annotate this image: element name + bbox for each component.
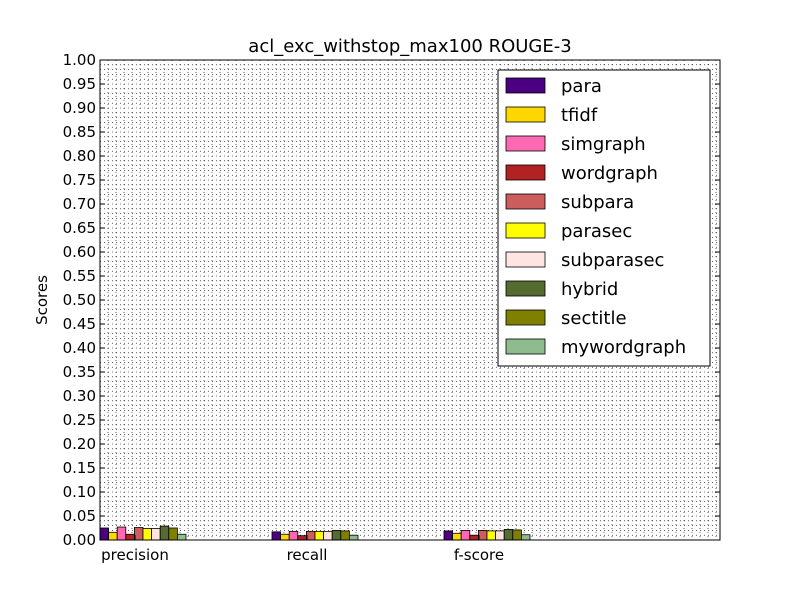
y-axis-label: Scores bbox=[33, 275, 51, 325]
legend-swatch-wordgraph bbox=[505, 164, 546, 181]
y-tick-label: 0.70 bbox=[63, 195, 96, 213]
legend-swatch-subpara bbox=[505, 193, 546, 210]
bar-simgraph-f-score bbox=[460, 530, 471, 541]
y-tick-label: 0.40 bbox=[63, 339, 96, 357]
legend-label-sectitle: sectitle bbox=[561, 308, 627, 329]
y-tick-label: 0.20 bbox=[63, 435, 96, 453]
y-tick-label: 0.75 bbox=[63, 171, 96, 189]
bar-subpara-precision bbox=[133, 527, 144, 541]
bar-mywordgraph-precision bbox=[176, 533, 187, 541]
bar-para-recall bbox=[271, 531, 282, 541]
bar-wordgraph-recall bbox=[297, 535, 307, 541]
x-tick-label-recall: recall bbox=[287, 546, 328, 564]
legend-swatch-subparasec bbox=[505, 251, 546, 268]
legend-swatch-tfidf bbox=[505, 106, 546, 123]
legend-label-subparasec: subparasec bbox=[561, 250, 664, 271]
bar-subparasec-f-score bbox=[495, 530, 505, 541]
legend-label-simgraph: simgraph bbox=[561, 134, 646, 155]
bar-wordgraph-f-score bbox=[469, 534, 479, 541]
bar-simgraph-precision bbox=[116, 526, 127, 541]
legend-label-subpara: subpara bbox=[561, 192, 634, 213]
y-tick-label: 0.85 bbox=[63, 123, 96, 141]
y-tick-label: 0.65 bbox=[63, 219, 96, 237]
legend-label-para: para bbox=[561, 76, 602, 97]
x-axis: precision recall f-score bbox=[101, 535, 504, 564]
legend-swatch-mywordgraph bbox=[505, 338, 546, 355]
bar-subpara-f-score bbox=[477, 530, 488, 541]
y-tick-label: 0.10 bbox=[63, 483, 96, 501]
legend-swatch-simgraph bbox=[505, 135, 546, 152]
bar-simgraph-recall bbox=[288, 530, 299, 541]
plot-frame bbox=[99, 59, 721, 541]
legend-label-tfidf: tfidf bbox=[561, 105, 598, 126]
x-tick-label-precision: precision bbox=[101, 546, 169, 564]
bar-hybrid-recall bbox=[331, 530, 342, 541]
y-tick-label: 0.30 bbox=[63, 387, 96, 405]
bar-parasec-precision bbox=[142, 528, 153, 541]
bar-tfidf-precision bbox=[108, 531, 118, 541]
legend: para tfidf simgraph wordgraph subpara parasec… bbox=[497, 69, 711, 367]
bar-hybrid-f-score bbox=[503, 529, 514, 541]
legend-swatch-parasec bbox=[505, 222, 546, 239]
y-tick-label: 0.35 bbox=[63, 363, 96, 381]
bar-mywordgraph-recall bbox=[348, 534, 359, 541]
y-tick-label: 0.05 bbox=[63, 507, 96, 525]
y-tick-label: 0.80 bbox=[63, 147, 96, 165]
legend-label-parasec: parasec bbox=[561, 221, 632, 242]
bar-hybrid-precision bbox=[159, 525, 170, 541]
bar-subpara-recall bbox=[305, 530, 316, 541]
legend-swatch-para bbox=[505, 77, 546, 94]
y-tick-label: 0.55 bbox=[63, 267, 96, 285]
legend-swatch-hybrid bbox=[505, 280, 546, 297]
bar-subparasec-precision bbox=[151, 528, 161, 541]
y-tick-label: 0.90 bbox=[63, 99, 96, 117]
bar-wordgraph-precision bbox=[125, 533, 135, 541]
bar-sectitle-recall bbox=[340, 530, 350, 541]
bar-sectitle-f-score bbox=[512, 529, 522, 541]
y-tick-label: 0.60 bbox=[63, 243, 96, 261]
bar-parasec-recall bbox=[314, 530, 325, 541]
legend-swatch-sectitle bbox=[505, 309, 546, 326]
y-tick-label: 1.00 bbox=[63, 51, 96, 69]
y-tick-label: 0.00 bbox=[63, 531, 96, 549]
y-tick-label: 0.50 bbox=[63, 291, 96, 309]
legend-label-hybrid: hybrid bbox=[561, 279, 618, 300]
y-tick-label: 0.95 bbox=[63, 75, 96, 93]
bar-parasec-f-score bbox=[486, 530, 497, 541]
legend-label-mywordgraph: mywordgraph bbox=[561, 337, 686, 358]
bar-subparasec-recall bbox=[323, 530, 333, 541]
bar-mywordgraph-f-score bbox=[521, 534, 531, 541]
x-tick-label-f-score: f-score bbox=[454, 546, 504, 564]
bar-tfidf-f-score bbox=[452, 532, 462, 541]
chart-title: acl_exc_withstop_max100 ROUGE-3 bbox=[248, 36, 571, 57]
y-tick-label: 0.45 bbox=[63, 315, 96, 333]
bar-sectitle-precision bbox=[168, 527, 178, 541]
y-axis: 0.00 0.05 0.10 0.15 0.20 0.25 0.30 0.35 0.40 0.45… bbox=[63, 51, 720, 549]
bar-tfidf-recall bbox=[280, 533, 290, 541]
bar-para-f-score bbox=[443, 530, 454, 541]
bar-para-precision bbox=[99, 527, 110, 541]
y-tick-label: 0.15 bbox=[63, 459, 96, 477]
y-tick-label: 0.25 bbox=[63, 411, 96, 429]
legend-label-wordgraph: wordgraph bbox=[561, 163, 658, 184]
